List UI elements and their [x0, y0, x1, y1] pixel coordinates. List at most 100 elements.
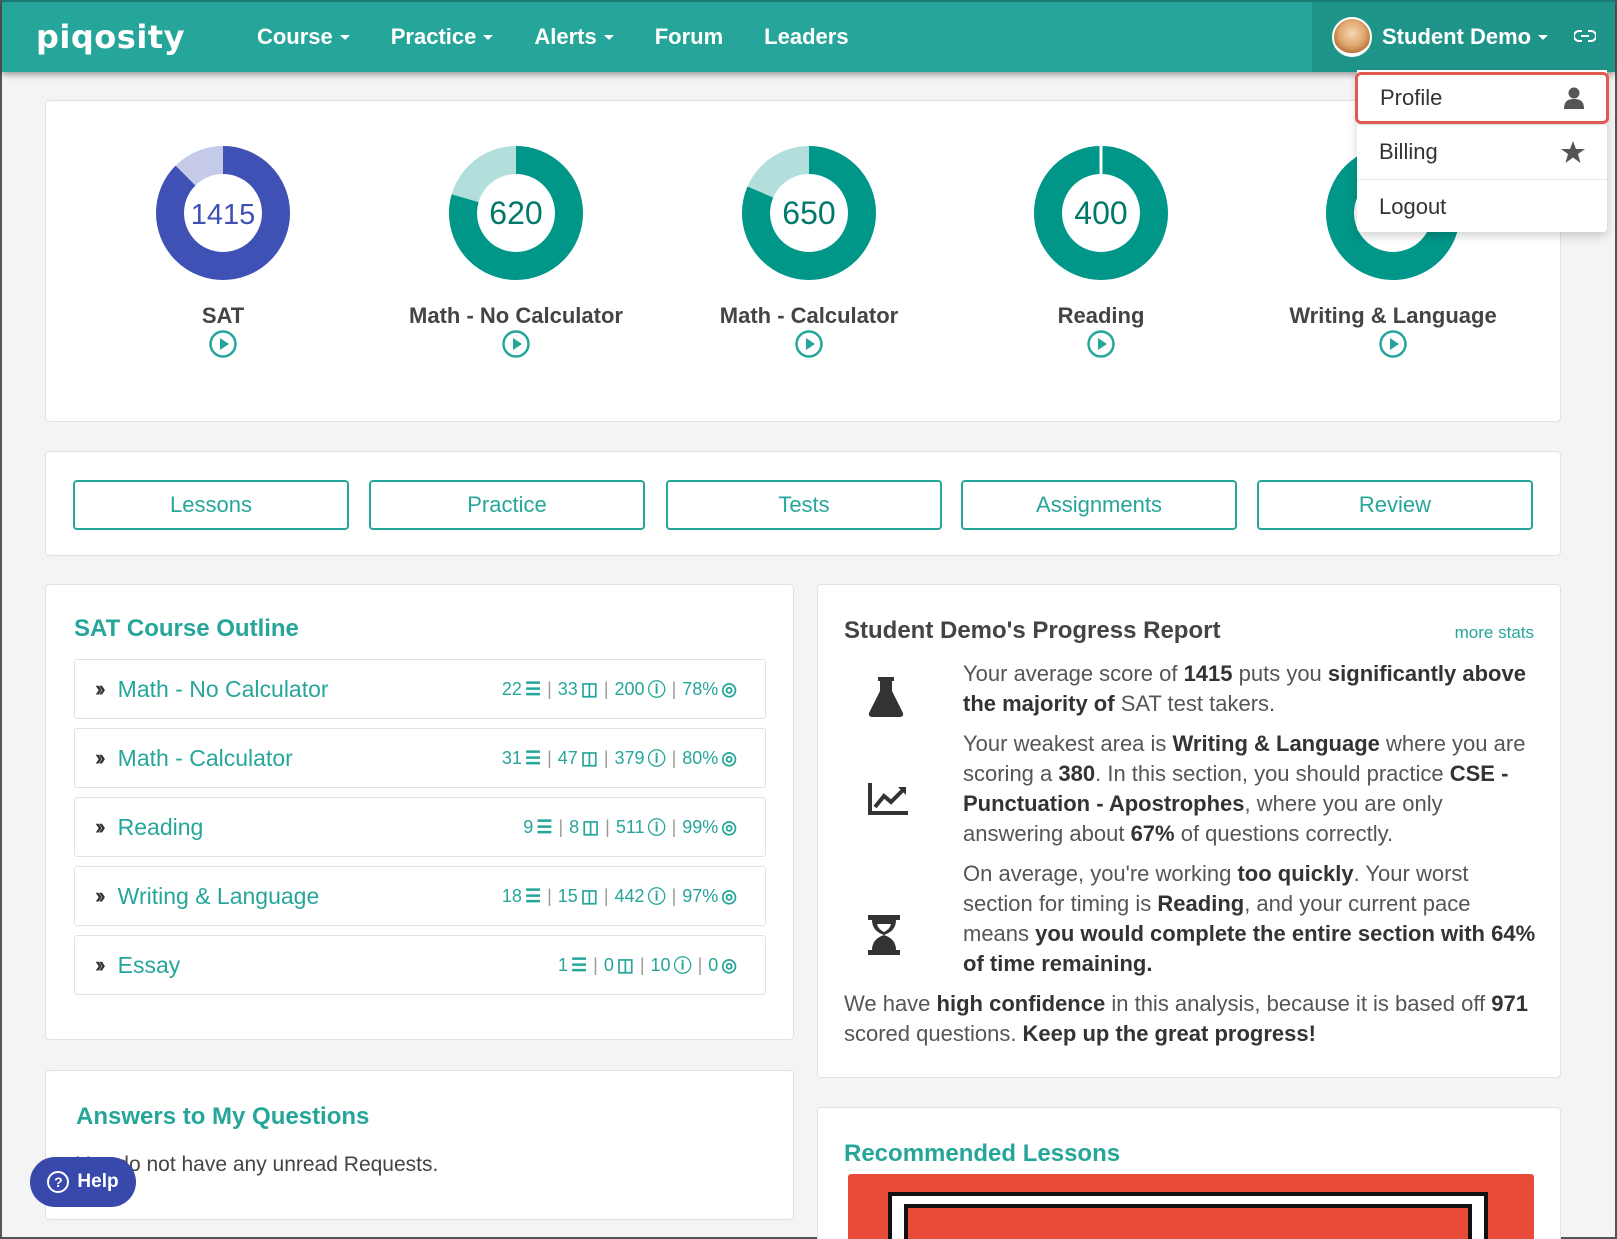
nav-leaders[interactable]: Leaders — [764, 24, 848, 50]
play-icon[interactable] — [1378, 329, 1408, 359]
donut-arc — [156, 146, 290, 280]
question-count: 442 — [614, 885, 645, 906]
answers-title: Answers to My Questions — [76, 1103, 370, 1130]
video-count: 33 — [557, 678, 578, 699]
separator: | — [558, 816, 564, 837]
target-icon: ◎ — [721, 747, 737, 768]
answers-empty-text: You do not have any unread Requests. — [76, 1153, 439, 1176]
p4e: scored questions. — [844, 1021, 1023, 1046]
score-value: 620 — [489, 195, 542, 231]
outline-row[interactable]: ›› Math - Calculator 31 ☰ | 47 ◫ | 379 ⓘ | 80% ◎ — [74, 728, 766, 788]
outline-row[interactable]: ›› Reading 9 ☰ | 8 ◫ | 511 ⓘ | 99% ◎ — [74, 797, 766, 857]
flask-icon — [868, 677, 904, 717]
list-icon: ☰ — [524, 885, 542, 906]
p3f: you would complete the entire section wi… — [963, 921, 1536, 976]
play-icon[interactable] — [794, 329, 824, 359]
play-icon[interactable] — [208, 329, 238, 359]
p2f: CSE - Punctuation - Apostrophes — [963, 761, 1509, 816]
user-icon — [1564, 87, 1584, 109]
brand-logo[interactable]: piqosity — [36, 18, 185, 56]
p2c: where you are scoring a — [963, 731, 1526, 786]
score-value: 650 — [782, 195, 835, 231]
p1b: 1415 — [1183, 661, 1233, 686]
menu-item-profile[interactable]: Profile — [1355, 72, 1609, 124]
lesson-thumbnail[interactable] — [848, 1174, 1534, 1239]
lesson-count: 1 — [557, 954, 568, 975]
outline-row[interactable]: ›› Essay 1 ☰ | 0 ◫ | 10 ⓘ | 0 ◎ — [74, 935, 766, 995]
tab-review[interactable]: Review — [1257, 480, 1533, 530]
double-chevron-right-icon: ›› — [95, 952, 105, 977]
menu-item-profile-label: Profile — [1380, 85, 1443, 110]
more-stats-link[interactable]: more stats — [1454, 623, 1534, 642]
top-navbar: piqosity Course Practice Alerts Forum Le… — [2, 0, 1615, 72]
help-button[interactable]: ? Help — [30, 1157, 136, 1207]
p1d: significantly above the majority of — [963, 661, 1526, 716]
question-circle-icon: ⓘ — [647, 680, 666, 700]
nav-course-label: Course — [256, 24, 333, 49]
outline-row-name[interactable]: Math - No Calculator — [117, 675, 329, 702]
double-chevron-right-icon: ›› — [95, 676, 105, 701]
donut-arc — [449, 146, 583, 280]
progress-paragraph-weakest: Your weakest area is Writing & Language … — [963, 729, 1538, 849]
score-label: Reading — [1057, 303, 1145, 328]
recommended-title: Recommended Lessons — [844, 1140, 1121, 1167]
tab-assignments[interactable]: Assignments — [961, 480, 1237, 530]
outline-row[interactable]: ›› Math - No Calculator 22 ☰ | 33 ◫ | 200 ⓘ | 78% ◎ — [74, 659, 766, 719]
section-tabs-card: Lessons Practice Tests Assignments Revie… — [45, 451, 1561, 556]
score-math-no-calc: 620 Math - No Calculator — [366, 143, 666, 359]
separator: | — [547, 885, 552, 906]
outline-row-name[interactable]: Reading — [117, 813, 204, 840]
p1c: puts you — [1232, 661, 1328, 686]
link-icon[interactable] — [1573, 27, 1598, 48]
nav-practice[interactable]: Practice — [391, 24, 494, 50]
nav-forum-label: Forum — [654, 24, 724, 49]
menu-item-billing[interactable]: Billing — [1357, 125, 1607, 179]
tab-tests[interactable]: Tests — [666, 480, 942, 530]
accuracy-value: 78% — [682, 678, 719, 699]
tab-practice[interactable]: Practice — [369, 480, 645, 530]
outline-row-name[interactable]: Writing & Language — [117, 882, 320, 909]
question-circle-icon: ⓘ — [647, 887, 666, 907]
accuracy-value: 0 — [708, 954, 719, 975]
double-chevron-right-icon: ›› — [95, 883, 105, 908]
user-dropdown-menu: Profile Billing Logout — [1355, 70, 1609, 234]
progress-report-card: Student Demo's Progress Report more stat… — [817, 584, 1561, 1078]
thumbnail-frame — [888, 1192, 1488, 1239]
nav-alerts[interactable]: Alerts — [534, 24, 614, 50]
p3e: , and your current pace means — [963, 891, 1471, 946]
recommended-lessons-card: Recommended Lessons — [817, 1107, 1561, 1239]
target-icon: ◎ — [721, 954, 737, 975]
star-icon — [1561, 141, 1585, 163]
outline-row-stats: 9 ☰ | 8 ◫ | 511 ⓘ | 99% ◎ — [523, 814, 737, 840]
lesson-count: 31 — [501, 747, 522, 768]
tab-lessons[interactable]: Lessons — [73, 480, 349, 530]
play-icon[interactable] — [501, 329, 531, 359]
play-icon[interactable] — [1086, 329, 1116, 359]
outline-row[interactable]: ›› Writing & Language 18 ☰ | 15 ◫ | 442 ⓘ | 97% ◎ — [74, 866, 766, 926]
menu-divider — [1357, 179, 1607, 180]
scores-card: 1415 SAT 620 Math - No Calculator 650 Ma… — [45, 100, 1561, 422]
menu-item-billing-label: Billing — [1379, 139, 1438, 164]
math-calc-score-donut: 650 — [742, 146, 876, 280]
sat-score-donut: 1415 — [156, 146, 290, 280]
p2g: , where you are only answering about — [963, 791, 1443, 846]
outline-row-stats: 31 ☰ | 47 ◫ | 379 ⓘ | 80% ◎ — [502, 745, 737, 771]
menu-item-logout[interactable]: Logout — [1357, 180, 1607, 234]
video-lesson-icon: ◫ — [580, 678, 598, 699]
outline-row-stats: 22 ☰ | 33 ◫ | 200 ⓘ | 78% ◎ — [502, 676, 737, 702]
question-circle-icon: ? — [47, 1171, 70, 1193]
caret-down-icon — [339, 34, 350, 40]
outline-row-name[interactable]: Essay — [117, 951, 181, 978]
nav-course[interactable]: Course — [257, 24, 350, 50]
outline-row-name[interactable]: Math - Calculator — [117, 744, 293, 771]
video-lesson-icon: ◫ — [616, 954, 634, 975]
p2a: Your weakest area is — [963, 731, 1173, 756]
user-name[interactable]: Student Demo — [1382, 24, 1549, 50]
separator: | — [671, 678, 677, 699]
separator: | — [593, 954, 598, 975]
p2h: 67% — [1130, 821, 1175, 846]
score-value: 400 — [1074, 195, 1127, 231]
nav-forum[interactable]: Forum — [655, 24, 723, 50]
separator: | — [671, 747, 677, 768]
user-menu-toggle[interactable]: Student Demo — [1312, 2, 1615, 72]
